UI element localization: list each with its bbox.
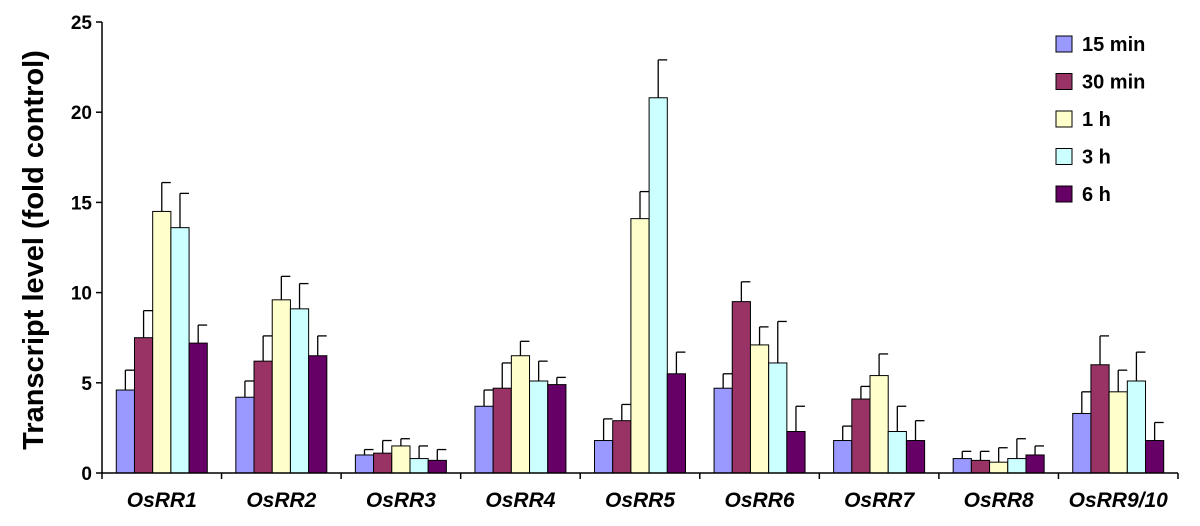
bar: [731, 301, 751, 474]
bar: [989, 461, 1009, 474]
bar: [133, 337, 154, 474]
bar: [905, 440, 926, 474]
bar: [713, 387, 733, 474]
bar: [630, 218, 650, 474]
legend-swatch: [1055, 73, 1073, 90]
legend-label: 6 h: [1082, 184, 1111, 206]
legend-label: 30 min: [1082, 72, 1145, 94]
bar: [547, 384, 567, 474]
bar: [594, 440, 614, 474]
bar: [115, 389, 135, 474]
bar: [749, 344, 770, 474]
bar: [887, 431, 907, 474]
bar: [1108, 391, 1128, 474]
bar: [952, 458, 972, 474]
bar: [235, 396, 255, 474]
bar: [271, 299, 291, 474]
bar: [253, 360, 273, 474]
bar: [1126, 380, 1147, 474]
bar: [391, 445, 411, 474]
x-tick-label: OsRR5: [605, 489, 675, 512]
bar: [1090, 364, 1110, 474]
bar: [170, 227, 190, 474]
bar: [833, 440, 853, 474]
bar: [1072, 412, 1092, 474]
x-tick-label: OsRR1: [127, 489, 197, 512]
x-tick-label: OsRR7: [844, 489, 915, 512]
bar: [510, 355, 531, 474]
x-tick-label: OsRR9/10: [1069, 489, 1169, 512]
bar: [851, 398, 871, 474]
legend-label: 3 h: [1082, 147, 1111, 169]
bar: [492, 387, 512, 474]
bar: [188, 342, 208, 474]
bar: [1145, 440, 1165, 474]
bar: [529, 380, 549, 474]
legend-swatch: [1055, 185, 1073, 203]
x-tick-label: OsRR3: [366, 489, 436, 512]
legend-swatch: [1055, 148, 1073, 165]
legend-swatch: [1055, 110, 1073, 128]
x-tick-label: OsRR4: [485, 489, 555, 512]
bar: [409, 458, 429, 474]
bar: [970, 459, 991, 474]
x-tick-label: OsRR2: [246, 489, 316, 512]
y-tick-label: 25: [71, 13, 93, 34]
bar: [1025, 454, 1045, 474]
bar: [308, 355, 328, 474]
bar: [612, 420, 632, 474]
bar: [648, 97, 668, 474]
x-tick-label: OsRR8: [964, 489, 1034, 512]
y-tick-label: 20: [71, 103, 92, 124]
bar: [666, 373, 686, 474]
bar: [373, 452, 393, 474]
y-tick-label: 15: [71, 193, 93, 214]
bar: [152, 210, 172, 474]
bar: [1007, 458, 1027, 474]
y-axis-title: Transcript level (fold control): [18, 50, 50, 450]
bar: [474, 405, 494, 474]
bar: [289, 308, 310, 474]
y-tick-label: 10: [71, 284, 92, 305]
legend-swatch: [1055, 35, 1073, 53]
bars-layer: [115, 59, 1165, 474]
bar: [427, 459, 447, 474]
legend-label: 15 min: [1082, 34, 1145, 56]
y-tick-label: 5: [81, 374, 92, 395]
x-tick-label: OsRR6: [725, 489, 795, 512]
bar: [869, 375, 889, 474]
legend: 15 min 30 min 1 h 3 h 6 h: [1055, 34, 1145, 206]
bar: [786, 431, 806, 474]
legend-label: 1 h: [1082, 109, 1111, 131]
bar: [768, 362, 788, 474]
y-tick-label: 0: [81, 464, 92, 485]
bar: [354, 454, 375, 474]
axes-layer: 0 5 10 15 20 25 OsRR1 OsRR2 OsRR3 OsRR4 OsRR5 OsRR6…: [71, 13, 1179, 512]
